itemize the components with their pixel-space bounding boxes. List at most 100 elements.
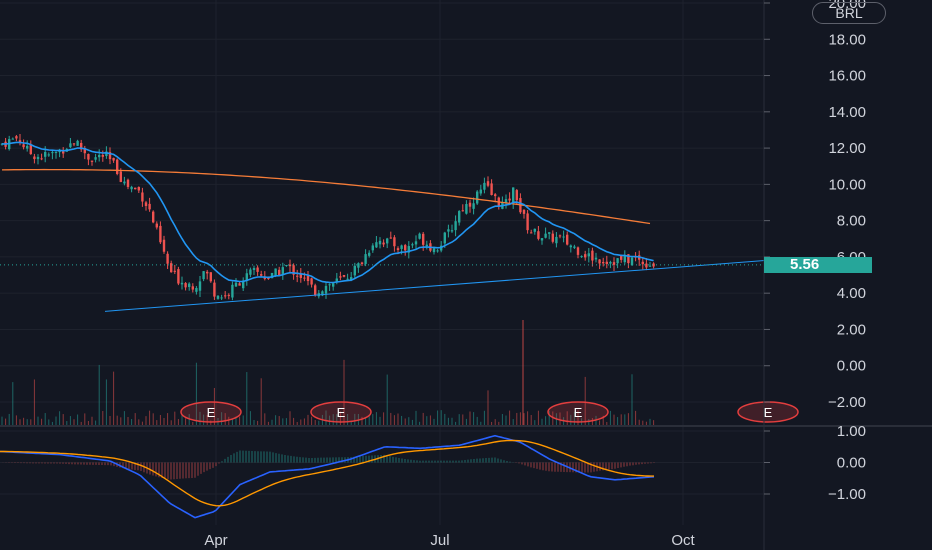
candle-body bbox=[533, 228, 536, 232]
candle-body bbox=[112, 157, 115, 161]
candle-body bbox=[450, 230, 454, 232]
grid-lines bbox=[0, 0, 764, 525]
candle-body bbox=[62, 151, 65, 154]
candle-body bbox=[90, 160, 94, 162]
candle-body bbox=[29, 144, 32, 155]
candle-body bbox=[573, 246, 576, 248]
candle-body bbox=[594, 257, 598, 260]
candle-body bbox=[270, 272, 274, 279]
candle-body bbox=[386, 238, 389, 244]
candle-body bbox=[83, 148, 86, 154]
macd-histogram bbox=[2, 450, 655, 480]
candle-body bbox=[123, 181, 126, 184]
time-axis[interactable]: Apr Jul Oct bbox=[204, 532, 695, 549]
candle-body bbox=[220, 297, 223, 299]
candle-body bbox=[288, 264, 292, 267]
candle-body bbox=[530, 232, 533, 234]
trendline[interactable] bbox=[104, 260, 765, 312]
candle-body bbox=[587, 253, 590, 257]
candle-body bbox=[180, 282, 184, 285]
y-tick-label: 14.00 bbox=[828, 104, 866, 121]
candle-body bbox=[623, 255, 626, 263]
candle-body bbox=[522, 209, 526, 214]
candle-body bbox=[260, 274, 263, 276]
candle-body bbox=[263, 277, 266, 279]
candle-body bbox=[371, 245, 374, 251]
candle-body bbox=[454, 221, 457, 231]
candle-body bbox=[580, 256, 583, 258]
last-price-tag: 5.56 bbox=[764, 257, 872, 273]
y-tick-label: 12.00 bbox=[828, 140, 866, 157]
candle-body bbox=[33, 156, 36, 160]
earnings-label: E bbox=[207, 405, 216, 420]
candle-body bbox=[206, 271, 209, 274]
y-tick-label: 10.00 bbox=[828, 176, 866, 193]
candle-body bbox=[483, 182, 486, 190]
candle-body bbox=[602, 262, 605, 264]
candle-body bbox=[328, 284, 331, 286]
candle-body bbox=[216, 295, 220, 299]
candle-body bbox=[425, 244, 428, 246]
candle-body bbox=[22, 144, 25, 148]
candle-body bbox=[465, 204, 468, 214]
candle-body bbox=[238, 283, 241, 286]
candle-body bbox=[242, 280, 245, 289]
macd-y-tick-label: −1.00 bbox=[828, 486, 866, 503]
candle-body bbox=[137, 187, 140, 191]
candle-body bbox=[198, 281, 202, 291]
candle-body bbox=[562, 236, 565, 238]
candle-body bbox=[249, 269, 252, 275]
macd-y-tick-label: 1.00 bbox=[837, 423, 866, 440]
signal-line bbox=[0, 439, 654, 507]
candle-body bbox=[54, 151, 58, 153]
fast-moving-average-line bbox=[1, 141, 654, 284]
candle-body bbox=[76, 140, 79, 146]
candle-body bbox=[159, 225, 162, 243]
candle-body bbox=[486, 181, 490, 186]
candle-body bbox=[537, 231, 540, 239]
candle-body bbox=[162, 239, 166, 252]
candle-body bbox=[364, 254, 367, 264]
candle-body bbox=[47, 154, 50, 156]
candle-body bbox=[432, 248, 436, 253]
candle-body bbox=[101, 154, 104, 157]
candle-body bbox=[652, 263, 655, 267]
candle-body bbox=[476, 191, 479, 204]
candle-body bbox=[414, 241, 418, 245]
x-tick-label: Oct bbox=[671, 532, 695, 549]
candle-body bbox=[306, 275, 310, 282]
candle-body bbox=[18, 140, 22, 143]
candle-body bbox=[126, 179, 130, 187]
candle-body bbox=[605, 261, 608, 265]
price-axis[interactable]: 20.0018.0016.0014.0012.0010.008.006.004.… bbox=[764, 0, 866, 503]
candle-body bbox=[468, 202, 472, 207]
earnings-marker bbox=[180, 401, 242, 423]
candle-body bbox=[184, 283, 187, 288]
candle-body bbox=[213, 282, 216, 297]
candle-body bbox=[155, 223, 158, 228]
candle-body bbox=[141, 192, 144, 202]
candle-body bbox=[296, 275, 299, 277]
candle-body bbox=[274, 268, 277, 276]
candle-body bbox=[544, 233, 547, 238]
candle-body bbox=[515, 190, 518, 201]
macd-line bbox=[0, 434, 655, 519]
candle-body bbox=[422, 233, 425, 245]
candle-body bbox=[548, 232, 551, 234]
candle-body bbox=[227, 294, 230, 296]
candle-body bbox=[418, 233, 421, 239]
candle-body bbox=[335, 278, 338, 282]
currency-badge[interactable]: BRL bbox=[812, 2, 886, 24]
candle-body bbox=[555, 236, 558, 244]
candle-body bbox=[119, 171, 122, 182]
candle-body bbox=[144, 202, 148, 206]
candle-body bbox=[231, 284, 234, 298]
candle-body bbox=[98, 154, 101, 158]
candle-body bbox=[382, 242, 385, 245]
y-tick-label: 4.00 bbox=[837, 285, 866, 302]
y-tick-label: 20.00 bbox=[828, 0, 866, 12]
candle-body bbox=[627, 254, 630, 264]
candle-body bbox=[411, 244, 414, 246]
